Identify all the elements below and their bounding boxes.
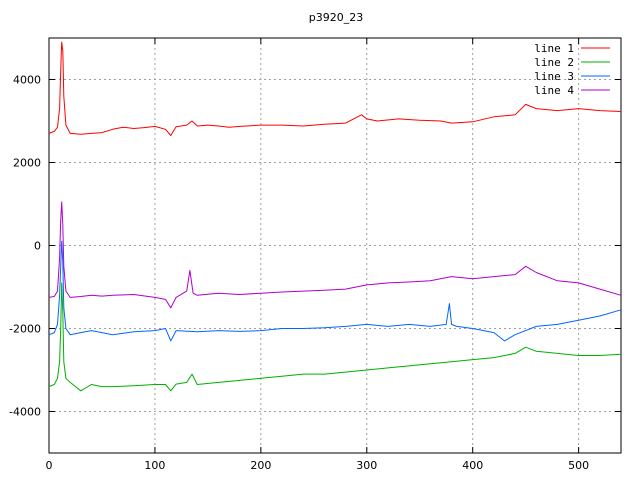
legend-label-1: line 1 (534, 42, 574, 55)
series-line-2 (48, 282, 622, 392)
x-tick-label: 100 (144, 459, 165, 472)
legend-label-2: line 2 (534, 56, 574, 69)
x-tick-label: 400 (462, 459, 483, 472)
legend-label-4: line 4 (534, 84, 574, 97)
series-line-4 (48, 201, 622, 309)
series-line-3 (48, 240, 622, 342)
series-line-1 (48, 41, 622, 136)
chart-title: p3920_23 (309, 11, 363, 24)
y-tick-label: -4000 (9, 406, 41, 419)
x-tick-label: 0 (46, 459, 53, 472)
axis-ticks: 0 100 200 300 400 500 -4000 -2000 0 2000 4000 (9, 38, 621, 472)
y-tick-label: -2000 (9, 323, 41, 336)
legend-label-3: line 3 (534, 70, 574, 83)
x-tick-label: 500 (568, 459, 589, 472)
x-tick-label: 200 (250, 459, 271, 472)
x-tick-label: 300 (356, 459, 377, 472)
y-tick-label: 0 (34, 240, 41, 253)
series-layer (48, 41, 622, 392)
y-tick-label: 4000 (13, 74, 41, 87)
y-tick-label: 2000 (13, 157, 41, 170)
grid-lines (49, 38, 621, 453)
